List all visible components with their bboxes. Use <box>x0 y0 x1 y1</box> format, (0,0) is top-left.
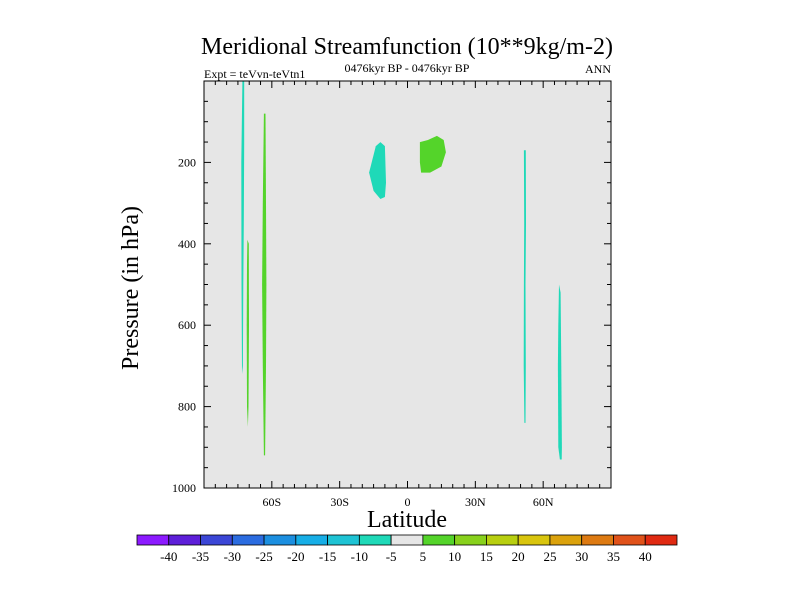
colorbar-swatch <box>517 534 551 546</box>
colorbar-label: -25 <box>255 549 272 564</box>
colorbar-swatch <box>263 534 297 546</box>
colorbar-label: 10 <box>448 549 461 564</box>
colorbar-label: 20 <box>512 549 525 564</box>
colorbar-label: -30 <box>224 549 241 564</box>
colorbar-swatch <box>454 534 487 546</box>
y-tick-label: 800 <box>178 400 196 414</box>
colorbar-swatch <box>644 534 678 546</box>
colorbar-label: -15 <box>319 549 336 564</box>
plot-area <box>203 80 612 489</box>
colorbar-swatch <box>390 534 424 546</box>
contour-region-1 <box>241 81 245 374</box>
colorbar-label: -10 <box>351 549 368 564</box>
contour-region-3 <box>262 113 267 456</box>
colorbar-swatch <box>136 534 170 546</box>
colorbar-swatch <box>327 534 360 546</box>
x-axis-ticks: 60S 30S 0 30N 60N <box>203 81 612 509</box>
x-tick-label: 60S <box>262 495 281 509</box>
chart-title: Meridional Streamfunction (10**9kg/m-2) <box>201 34 613 60</box>
colorbar-swatch <box>613 534 646 546</box>
experiment-label: Expt = teVvn-teVtn1 <box>204 67 305 81</box>
contour-regions <box>241 81 562 460</box>
colorbar-label: -40 <box>160 549 177 564</box>
colorbar-swatch <box>581 534 614 546</box>
contour-region-2 <box>246 239 249 427</box>
y-axis-label: Pressure (in hPa) <box>118 206 144 370</box>
y-tick-label: 600 <box>178 318 196 332</box>
y-tick-label: 200 <box>178 155 196 169</box>
colorbar-swatch <box>168 534 201 546</box>
y-tick-label: 400 <box>178 237 196 251</box>
colorbar-label: 35 <box>607 549 620 564</box>
x-tick-label: 0 <box>405 495 411 509</box>
colorbar-label: 30 <box>575 549 588 564</box>
x-tick-label: 30N <box>465 495 486 509</box>
colorbar-label: 25 <box>543 549 556 564</box>
colorbar-swatch <box>295 534 328 546</box>
colorbar: -40 -35 -30 -25 -20 -15 -10 -5 5 10 15 20 25 30 35 40 <box>136 534 678 564</box>
colorbar-swatch <box>200 534 233 546</box>
x-tick-label: 30S <box>330 495 349 509</box>
colorbar-label: -20 <box>287 549 304 564</box>
y-axis-ticks: 200 400 600 800 1000 <box>172 80 611 495</box>
x-tick-label: 60N <box>533 495 554 509</box>
colorbar-label: -35 <box>192 549 209 564</box>
contour-region-4 <box>369 142 386 199</box>
season-label: ANN <box>585 62 611 76</box>
colorbar-label: 5 <box>420 549 427 564</box>
x-axis-label: Latitude <box>367 507 447 533</box>
colorbar-swatch <box>486 534 519 546</box>
colorbar-swatch <box>231 534 265 546</box>
colorbar-label: -5 <box>386 549 397 564</box>
colorbar-label: 15 <box>480 549 493 564</box>
colorbar-label: 40 <box>639 549 652 564</box>
colorbar-swatch <box>422 534 456 546</box>
colorbar-swatch <box>358 534 392 546</box>
y-tick-label: 1000 <box>172 481 196 495</box>
contour-region-6 <box>523 150 526 423</box>
contour-region-5 <box>419 135 446 173</box>
chart-subtitle: 0476kyr BP - 0476kyr BP <box>345 61 470 75</box>
colorbar-swatch <box>549 534 583 546</box>
contour-region-7 <box>557 284 562 460</box>
